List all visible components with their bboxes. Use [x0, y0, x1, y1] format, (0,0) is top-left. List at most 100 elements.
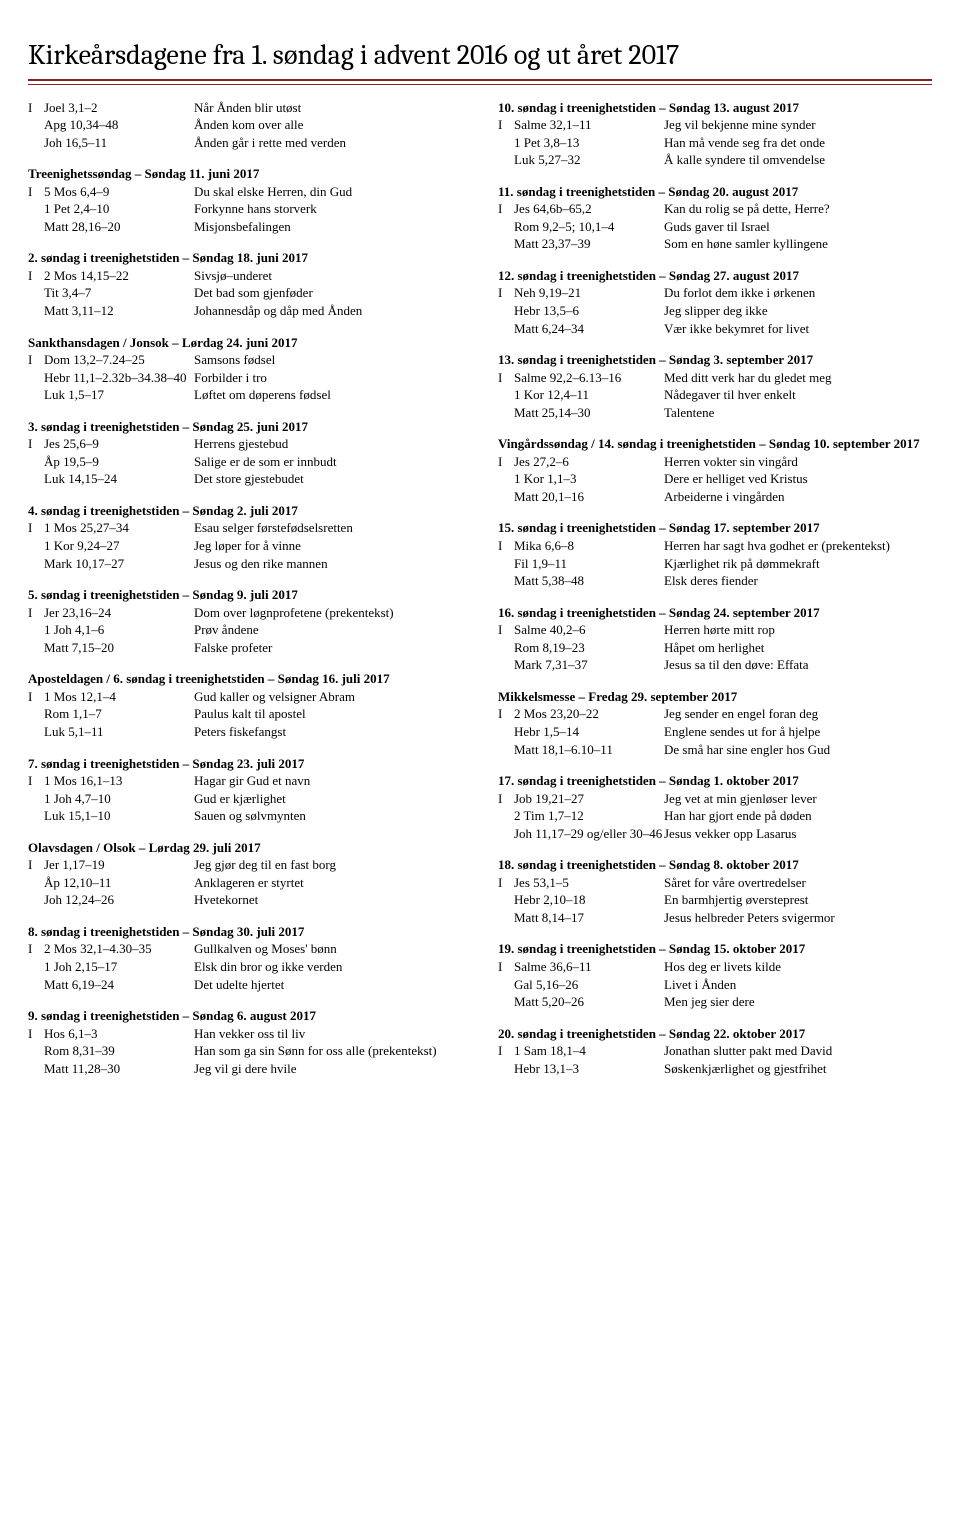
- section: 18. søndag i treenighetstiden – Søndag 8…: [498, 856, 932, 926]
- reference-col: Matt 20,1–16: [514, 488, 664, 506]
- description-col: En barmhjertig øversteprest: [664, 891, 932, 909]
- description-col: Forbilder i tro: [194, 369, 462, 387]
- reading-row: Matt 6,24–34Vær ikke bekymret for livet: [498, 320, 932, 338]
- reference-col: Joel 3,1–2: [44, 99, 194, 117]
- description-col: Jesus og den rike mannen: [194, 555, 462, 573]
- description-col: Jesus vekker opp Lasarus: [664, 825, 932, 843]
- description-col: Jeg vet at min gjenløser lever: [664, 790, 932, 808]
- reference-col: Neh 9,19–21: [514, 284, 664, 302]
- reference-col: 1 Mos 12,1–4: [44, 688, 194, 706]
- reference-col: Matt 23,37–39: [514, 235, 664, 253]
- reading-row: 1 Joh 4,1–6Prøv åndene: [28, 621, 462, 639]
- reading-row: IHos 6,1–3Han vekker oss til liv: [28, 1025, 462, 1043]
- series-col: I: [28, 351, 44, 369]
- description-col: Dere er helliget ved Kristus: [664, 470, 932, 488]
- description-col: Ånden kom over alle: [194, 116, 462, 134]
- reading-row: 1 Kor 1,1–3Dere er helliget ved Kristus: [498, 470, 932, 488]
- reading-row: Rom 8,19–23Håpet om herlighet: [498, 639, 932, 657]
- section-heading: Sankthansdagen / Jonsok – Lørdag 24. jun…: [28, 334, 462, 352]
- reference-col: 1 Kor 12,4–11: [514, 386, 664, 404]
- description-col: Prøv åndene: [194, 621, 462, 639]
- series-col: I: [28, 940, 44, 958]
- description-col: Sauen og sølvmynten: [194, 807, 462, 825]
- reference-col: 1 Joh 4,1–6: [44, 621, 194, 639]
- reading-row: Åp 19,5–9Salige er de som er innbudt: [28, 453, 462, 471]
- section: 9. søndag i treenighetstiden – Søndag 6.…: [28, 1007, 462, 1077]
- description-col: Vær ikke bekymret for livet: [664, 320, 932, 338]
- reference-col: Salme 92,2–6.13–16: [514, 369, 664, 387]
- series-col: I: [28, 183, 44, 201]
- description-col: Arbeiderne i vingården: [664, 488, 932, 506]
- series-col: I: [498, 621, 514, 639]
- reading-row: Luk 5,27–32Å kalle syndere til omvendels…: [498, 151, 932, 169]
- reference-col: Hebr 1,5–14: [514, 723, 664, 741]
- description-col: Du skal elske Herren, din Gud: [194, 183, 462, 201]
- description-col: Han må vende seg fra det onde: [664, 134, 932, 152]
- reference-col: Hebr 11,1–2.32b–34.38–40: [44, 369, 194, 387]
- description-col: Elsk din bror og ikke verden: [194, 958, 462, 976]
- section-heading: 5. søndag i treenighetstiden – Søndag 9.…: [28, 586, 462, 604]
- reading-row: IJer 1,17–19Jeg gjør deg til en fast bor…: [28, 856, 462, 874]
- section: 10. søndag i treenighetstiden – Søndag 1…: [498, 99, 932, 169]
- reading-row: ISalme 36,6–11Hos deg er livets kilde: [498, 958, 932, 976]
- description-col: Peters fiskefangst: [194, 723, 462, 741]
- reference-col: Hebr 2,10–18: [514, 891, 664, 909]
- description-col: Herren har sagt hva godhet er (prekentek…: [664, 537, 932, 555]
- description-col: Kan du rolig se på dette, Herre?: [664, 200, 932, 218]
- series-col: I: [498, 453, 514, 471]
- series-col: I: [498, 874, 514, 892]
- reading-row: IJes 53,1–5Såret for våre overtredelser: [498, 874, 932, 892]
- description-col: Jeg gjør deg til en fast borg: [194, 856, 462, 874]
- description-col: Hvetekornet: [194, 891, 462, 909]
- section-heading: 10. søndag i treenighetstiden – Søndag 1…: [498, 99, 932, 117]
- series-col: I: [28, 99, 44, 117]
- section-heading: 16. søndag i treenighetstiden – Søndag 2…: [498, 604, 932, 622]
- series-col: I: [498, 284, 514, 302]
- description-col: Samsons fødsel: [194, 351, 462, 369]
- section: 12. søndag i treenighetstiden – Søndag 2…: [498, 267, 932, 337]
- reading-row: 1 Pet 3,8–13Han må vende seg fra det ond…: [498, 134, 932, 152]
- reading-row: ISalme 32,1–11Jeg vil bekjenne mine synd…: [498, 116, 932, 134]
- description-col: Gud er kjærlighet: [194, 790, 462, 808]
- section-heading: 8. søndag i treenighetstiden – Søndag 30…: [28, 923, 462, 941]
- description-col: Du forlot dem ikke i ørkenen: [664, 284, 932, 302]
- reading-row: Matt 11,28–30Jeg vil gi dere hvile: [28, 1060, 462, 1078]
- reading-row: Joh 11,17–29 og/eller 30–46Jesus vekker …: [498, 825, 932, 843]
- reading-row: IJes 25,6–9Herrens gjestebud: [28, 435, 462, 453]
- description-col: Håpet om herlighet: [664, 639, 932, 657]
- description-col: Forkynne hans storverk: [194, 200, 462, 218]
- reading-row: Hebr 1,5–14Englene sendes ut for å hjelp…: [498, 723, 932, 741]
- description-col: Jeg vil bekjenne mine synder: [664, 116, 932, 134]
- section: 4. søndag i treenighetstiden – Søndag 2.…: [28, 502, 462, 572]
- series-col: I: [498, 537, 514, 555]
- reading-row: Luk 14,15–24Det store gjestebudet: [28, 470, 462, 488]
- page-title: Kirkeårsdagene fra 1. søndag i advent 20…: [28, 37, 932, 81]
- reading-row: 1 Pet 2,4–10Forkynne hans storverk: [28, 200, 462, 218]
- section: Sankthansdagen / Jonsok – Lørdag 24. jun…: [28, 334, 462, 404]
- reading-row: 1 Kor 9,24–27Jeg løper for å vinne: [28, 537, 462, 555]
- description-col: Å kalle syndere til omvendelse: [664, 151, 932, 169]
- reference-col: Mika 6,6–8: [514, 537, 664, 555]
- section: 19. søndag i treenighetstiden – Søndag 1…: [498, 940, 932, 1010]
- reading-row: Matt 20,1–16Arbeiderne i vingården: [498, 488, 932, 506]
- section: IJoel 3,1–2Når Ånden blir utøstApg 10,34…: [28, 99, 462, 152]
- description-col: Det bad som gjenføder: [194, 284, 462, 302]
- reference-col: Matt 18,1–6.10–11: [514, 741, 664, 759]
- section-heading: 18. søndag i treenighetstiden – Søndag 8…: [498, 856, 932, 874]
- reading-row: IJob 19,21–27Jeg vet at min gjenløser le…: [498, 790, 932, 808]
- reading-row: Hebr 13,5–6Jeg slipper deg ikke: [498, 302, 932, 320]
- description-col: Såret for våre overtredelser: [664, 874, 932, 892]
- reference-col: 2 Mos 23,20–22: [514, 705, 664, 723]
- description-col: Nådegaver til hver enkelt: [664, 386, 932, 404]
- section: 15. søndag i treenighetstiden – Søndag 1…: [498, 519, 932, 589]
- description-col: Gullkalven og Moses' bønn: [194, 940, 462, 958]
- section: Mikkelsmesse – Fredag 29. september 2017…: [498, 688, 932, 758]
- description-col: Herrens gjestebud: [194, 435, 462, 453]
- section: 20. søndag i treenighetstiden – Søndag 2…: [498, 1025, 932, 1078]
- reading-row: I2 Mos 32,1–4.30–35Gullkalven og Moses' …: [28, 940, 462, 958]
- section-heading: Treenighetssøndag – Søndag 11. juni 2017: [28, 165, 462, 183]
- reading-row: I2 Mos 23,20–22Jeg sender en engel foran…: [498, 705, 932, 723]
- reading-row: Matt 23,37–39Som en høne samler kyllinge…: [498, 235, 932, 253]
- reference-col: Joh 11,17–29 og/eller 30–46: [514, 825, 664, 843]
- reference-col: Matt 28,16–20: [44, 218, 194, 236]
